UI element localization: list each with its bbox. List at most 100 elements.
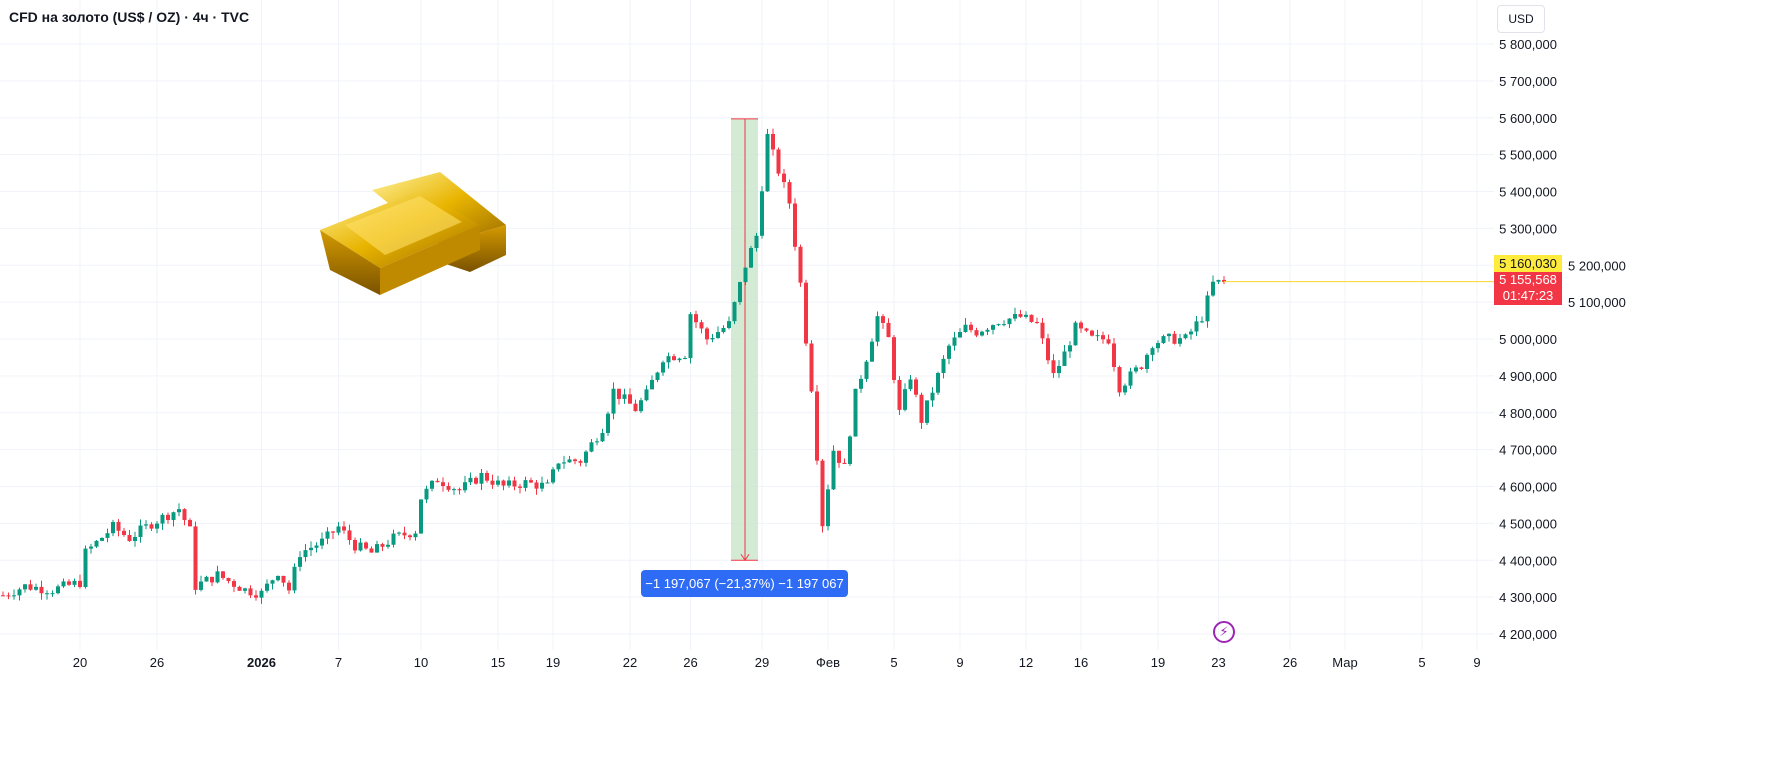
candle-body bbox=[639, 400, 643, 412]
x-tick-label: 15 bbox=[491, 655, 505, 670]
candle-body bbox=[716, 332, 720, 339]
candle-body bbox=[281, 575, 286, 583]
candle-body bbox=[1189, 331, 1193, 335]
candle-body bbox=[705, 328, 709, 340]
currency-button[interactable]: USD bbox=[1497, 5, 1545, 33]
candle-body bbox=[556, 463, 561, 470]
y-tick-label: 4 800,000 bbox=[1499, 406, 1557, 421]
x-tick-label: 12 bbox=[1019, 655, 1033, 670]
candle-body bbox=[45, 593, 49, 595]
candle-body bbox=[226, 578, 231, 582]
candle-body bbox=[17, 589, 22, 596]
candle-body bbox=[936, 372, 940, 393]
candle-body bbox=[182, 509, 187, 521]
bar-countdown: 01:47:23 bbox=[1502, 288, 1554, 303]
candle-body bbox=[501, 480, 506, 486]
candle-body bbox=[1183, 334, 1188, 339]
candle-body bbox=[188, 520, 192, 527]
candle-body bbox=[61, 581, 66, 587]
candle-body bbox=[1007, 318, 1012, 325]
candle-body bbox=[925, 400, 929, 423]
candle-body bbox=[1123, 385, 1127, 393]
candle-body bbox=[1194, 321, 1199, 332]
candle-body bbox=[89, 546, 93, 549]
x-tick-label: 10 bbox=[414, 655, 428, 670]
candle-body bbox=[457, 489, 462, 491]
gold-bars-image bbox=[320, 172, 506, 295]
candle-body bbox=[408, 535, 412, 538]
candle-body bbox=[1167, 333, 1171, 337]
x-tick-label: 5 bbox=[890, 655, 897, 670]
candle-body bbox=[419, 499, 423, 534]
candle-body bbox=[749, 248, 753, 268]
candle-body bbox=[105, 533, 110, 538]
x-tick-label: 9 bbox=[1473, 655, 1480, 670]
candle-body bbox=[606, 413, 610, 433]
candle-body bbox=[463, 482, 467, 491]
candle-body bbox=[870, 341, 874, 362]
candle-body bbox=[595, 441, 599, 443]
candle-body bbox=[1134, 367, 1138, 372]
candle-body bbox=[127, 534, 132, 542]
lightning-icon[interactable]: ⚡ bbox=[1213, 621, 1235, 643]
candle-body bbox=[573, 459, 577, 462]
candle-body bbox=[402, 532, 407, 536]
x-tick-label: 2026 bbox=[247, 655, 276, 670]
candle-body bbox=[1205, 295, 1210, 322]
candle-body bbox=[490, 480, 495, 485]
candle-body bbox=[287, 582, 291, 591]
candle-body bbox=[952, 337, 957, 346]
candle-body bbox=[1068, 345, 1072, 352]
candle-body bbox=[78, 580, 82, 588]
candle-body bbox=[265, 583, 269, 591]
candle-body bbox=[435, 480, 440, 483]
candle-body bbox=[644, 389, 649, 401]
candle-body bbox=[1216, 279, 1221, 282]
candle-body bbox=[826, 489, 830, 527]
x-tick-label: 19 bbox=[546, 655, 560, 670]
candle-body bbox=[617, 388, 621, 399]
candle-body bbox=[1073, 322, 1078, 346]
candle-body bbox=[452, 489, 456, 491]
candle-body bbox=[842, 462, 847, 464]
candle-body bbox=[199, 581, 203, 590]
candle-body bbox=[39, 586, 44, 594]
y-tick-label: 4 200,000 bbox=[1499, 627, 1557, 642]
candle-body bbox=[56, 586, 60, 594]
candle-body bbox=[710, 338, 715, 340]
candle-body bbox=[980, 331, 984, 336]
candle-body bbox=[1013, 314, 1017, 319]
candle-body bbox=[804, 282, 808, 344]
candle-body bbox=[1106, 339, 1111, 344]
candle-body bbox=[534, 482, 539, 489]
candle-body bbox=[611, 388, 616, 414]
candle-body bbox=[1112, 343, 1116, 368]
candle-body bbox=[292, 566, 297, 591]
candle-body bbox=[166, 514, 170, 520]
candle-body bbox=[1161, 336, 1166, 344]
candle-body bbox=[589, 442, 594, 452]
candle-body bbox=[496, 480, 500, 485]
candle-body bbox=[364, 542, 368, 549]
candle-body bbox=[974, 330, 979, 336]
candle-body bbox=[963, 324, 968, 333]
candle-body bbox=[336, 526, 341, 533]
candle-body bbox=[270, 580, 275, 584]
candle-body bbox=[243, 588, 247, 591]
candle-body bbox=[743, 267, 748, 283]
candle-body bbox=[193, 526, 198, 590]
candle-body bbox=[529, 480, 533, 483]
candle-body bbox=[94, 540, 99, 547]
candle-body bbox=[369, 548, 374, 553]
candle-body bbox=[622, 394, 627, 399]
candle-body bbox=[848, 436, 852, 464]
y-tick-label: 5 700,000 bbox=[1499, 74, 1557, 89]
candle-body bbox=[67, 581, 71, 585]
candle-body bbox=[798, 246, 803, 283]
x-tick-label: 7 bbox=[335, 655, 342, 670]
candle-body bbox=[683, 358, 687, 360]
y-tick-label: 5 100,000 bbox=[1568, 295, 1626, 310]
candle-body bbox=[633, 403, 638, 412]
candle-body bbox=[677, 358, 682, 361]
